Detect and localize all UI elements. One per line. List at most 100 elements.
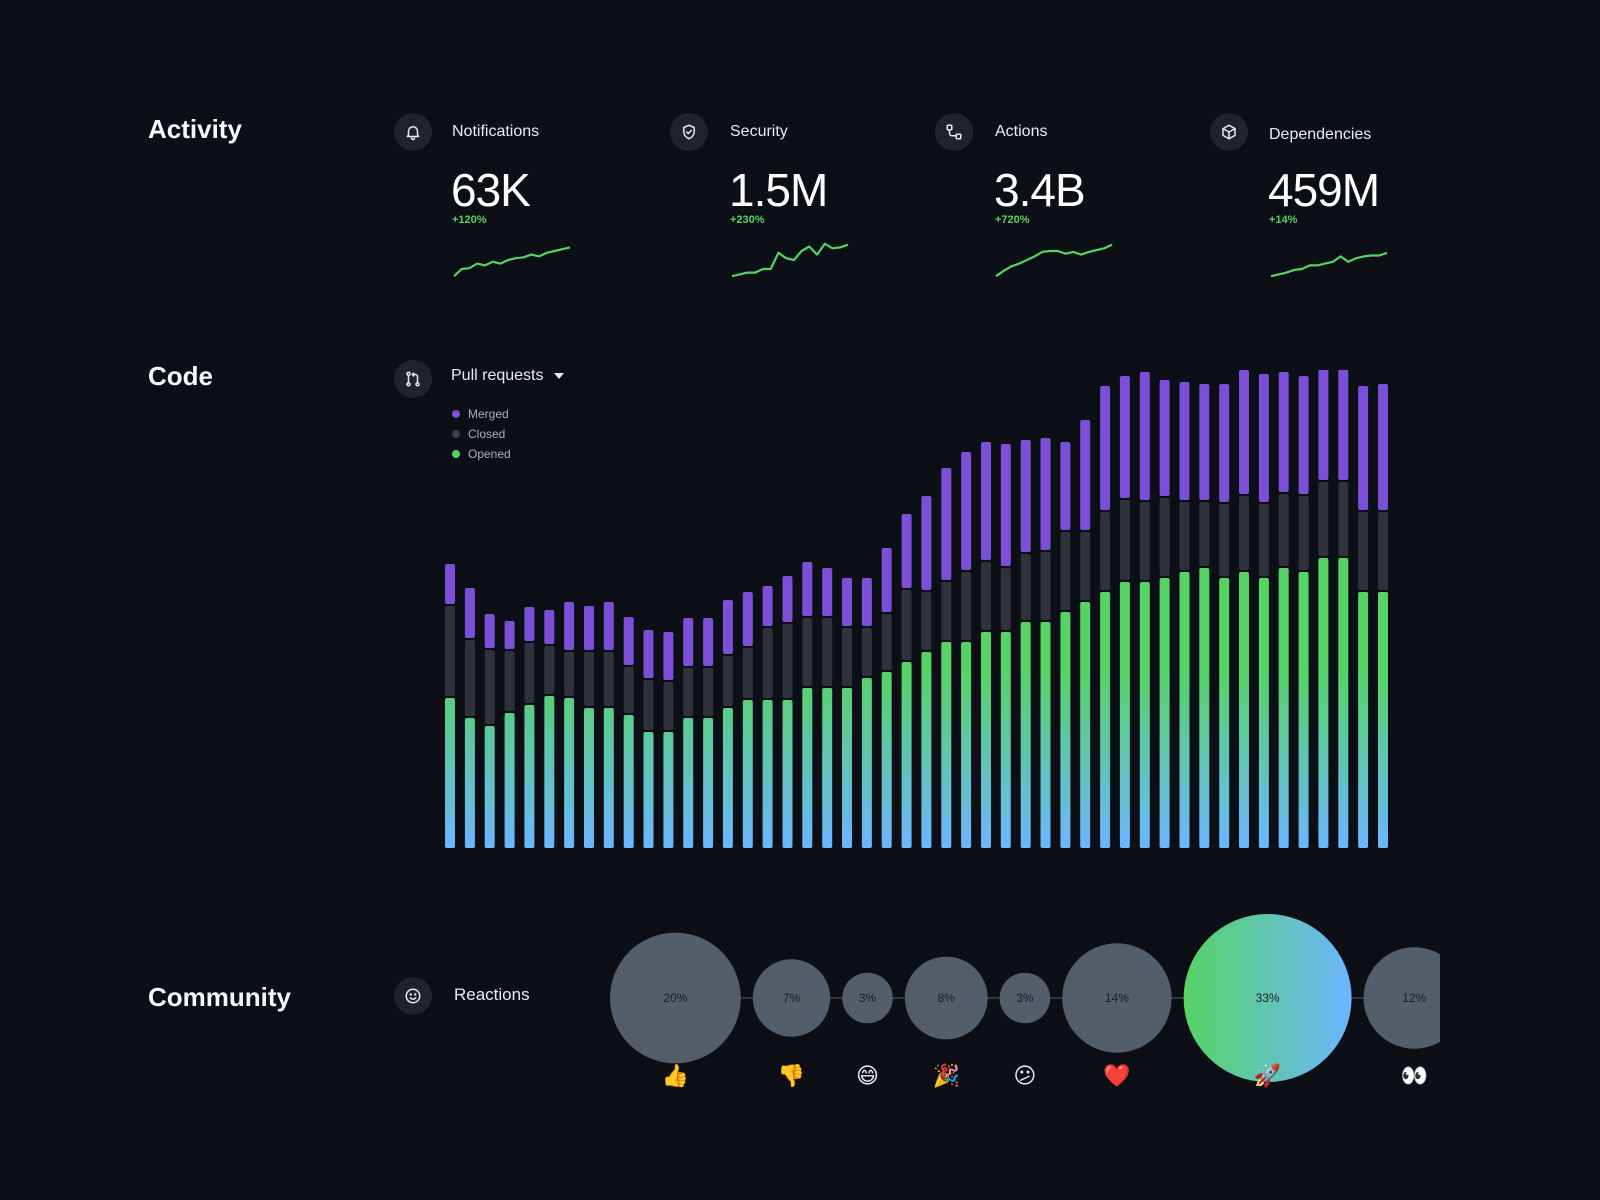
bar-closed[interactable] (861, 628, 872, 676)
bar-merged[interactable] (1040, 438, 1051, 550)
bar-merged[interactable] (1219, 384, 1230, 502)
bar-closed[interactable] (1159, 498, 1170, 576)
bar-merged[interactable] (464, 588, 475, 638)
bar-closed[interactable] (464, 640, 475, 716)
bar-closed[interactable] (1119, 500, 1130, 580)
bar-merged[interactable] (901, 514, 912, 588)
reaction-bubble-laugh[interactable] (842, 972, 893, 1024)
bar-closed[interactable] (742, 648, 753, 698)
bar-opened[interactable] (623, 715, 634, 848)
bar-merged[interactable] (1258, 374, 1269, 502)
bar-closed[interactable] (524, 643, 535, 703)
bar-opened[interactable] (564, 698, 575, 848)
emoji-thumbs-up[interactable]: 👍 (661, 1063, 690, 1088)
reaction-bubble-heart[interactable] (1062, 943, 1172, 1053)
bar-opened[interactable] (1060, 612, 1071, 848)
bar-merged[interactable] (981, 442, 991, 560)
bar-opened[interactable] (663, 732, 674, 848)
bar-opened[interactable] (782, 700, 793, 848)
bar-closed[interactable] (1000, 568, 1011, 630)
bar-merged[interactable] (683, 618, 694, 666)
reaction-bubble-rocket[interactable] (1183, 914, 1352, 1082)
bar-closed[interactable] (703, 668, 714, 716)
bar-merged[interactable] (1278, 372, 1289, 492)
bar-merged[interactable] (663, 632, 674, 680)
bar-closed[interactable] (1020, 554, 1031, 620)
bar-closed[interactable] (1199, 502, 1210, 566)
bar-closed[interactable] (544, 646, 555, 694)
bar-opened[interactable] (981, 632, 991, 848)
bar-opened[interactable] (861, 678, 872, 848)
emoji-laugh[interactable]: 😄 (856, 1063, 879, 1088)
bar-closed[interactable] (1060, 532, 1071, 610)
bar-closed[interactable] (802, 618, 813, 686)
bar-closed[interactable] (1298, 496, 1309, 570)
bar-opened[interactable] (1258, 578, 1269, 848)
bar-merged[interactable] (881, 548, 892, 612)
reaction-bubble-thumbs-down[interactable] (752, 959, 831, 1037)
bar-merged[interactable] (703, 618, 714, 666)
bar-closed[interactable] (1338, 482, 1349, 556)
bar-merged[interactable] (484, 614, 495, 648)
bar-closed[interactable] (1040, 552, 1051, 620)
bar-merged[interactable] (1080, 420, 1091, 530)
bar-opened[interactable] (603, 708, 614, 848)
bar-opened[interactable] (1000, 632, 1011, 848)
bar-opened[interactable] (722, 708, 733, 848)
bar-opened[interactable] (504, 713, 515, 848)
bar-opened[interactable] (1139, 582, 1150, 848)
bar-closed[interactable] (1179, 502, 1190, 570)
bar-opened[interactable] (1100, 592, 1111, 848)
bar-opened[interactable] (1199, 568, 1210, 848)
emoji-heart[interactable]: ❤️ (1103, 1063, 1131, 1088)
bar-merged[interactable] (961, 452, 972, 570)
bar-opened[interactable] (802, 688, 813, 848)
bar-merged[interactable] (564, 602, 575, 650)
bar-merged[interactable] (1239, 370, 1249, 494)
bar-opened[interactable] (822, 688, 833, 848)
bar-opened[interactable] (1020, 622, 1031, 848)
bar-closed[interactable] (782, 624, 793, 698)
bar-opened[interactable] (1298, 572, 1309, 848)
emoji-thumbs-down[interactable]: 👎 (777, 1063, 806, 1088)
bar-merged[interactable] (861, 578, 872, 626)
pull-requests-dropdown[interactable]: Pull requests (451, 367, 564, 385)
bar-opened[interactable] (762, 700, 773, 848)
bar-merged[interactable] (603, 602, 614, 650)
bar-closed[interactable] (1378, 512, 1388, 590)
emoji-rocket[interactable]: 🚀 (1253, 1063, 1282, 1088)
reaction-bubble-thumbs-up[interactable] (610, 932, 741, 1064)
bar-closed[interactable] (881, 614, 892, 670)
bar-opened[interactable] (1179, 572, 1190, 848)
emoji-confused[interactable]: 😕 (1013, 1063, 1037, 1088)
bar-opened[interactable] (683, 718, 694, 848)
bar-closed[interactable] (981, 562, 991, 630)
bar-closed[interactable] (842, 628, 852, 686)
bar-opened[interactable] (1278, 568, 1289, 848)
bar-opened[interactable] (901, 662, 912, 848)
bar-closed[interactable] (1258, 504, 1269, 576)
bar-opened[interactable] (1338, 558, 1349, 848)
bar-merged[interactable] (1000, 444, 1011, 566)
bar-merged[interactable] (1199, 384, 1210, 500)
bar-merged[interactable] (623, 617, 634, 665)
bar-merged[interactable] (504, 621, 515, 649)
bar-opened[interactable] (1119, 582, 1130, 848)
bar-opened[interactable] (742, 700, 753, 848)
bar-opened[interactable] (1239, 572, 1249, 848)
bar-opened[interactable] (842, 688, 852, 848)
bar-merged[interactable] (1060, 442, 1071, 530)
bar-opened[interactable] (464, 718, 475, 848)
bar-merged[interactable] (544, 610, 555, 644)
bar-closed[interactable] (484, 650, 495, 724)
bar-opened[interactable] (703, 718, 714, 848)
bar-merged[interactable] (1318, 370, 1329, 480)
bar-closed[interactable] (901, 590, 912, 660)
bar-opened[interactable] (445, 698, 455, 848)
bar-merged[interactable] (1100, 386, 1111, 510)
bar-opened[interactable] (1159, 578, 1170, 848)
bar-merged[interactable] (762, 586, 773, 626)
bar-opened[interactable] (544, 696, 555, 848)
bar-merged[interactable] (1159, 380, 1170, 496)
bar-opened[interactable] (1080, 602, 1091, 848)
